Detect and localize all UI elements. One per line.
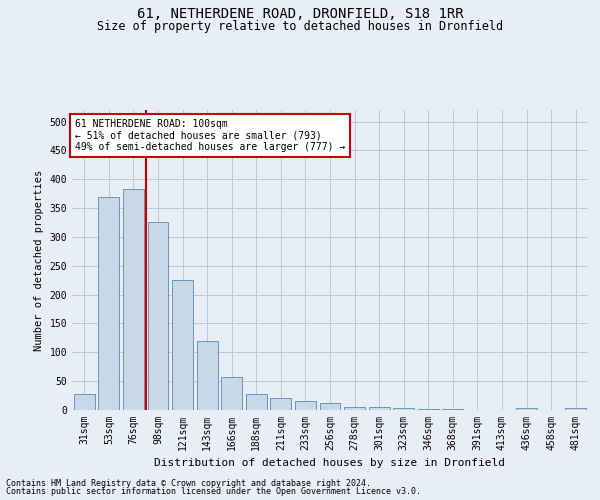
Y-axis label: Number of detached properties: Number of detached properties	[34, 170, 44, 350]
Text: Contains public sector information licensed under the Open Government Licence v3: Contains public sector information licen…	[6, 487, 421, 496]
Bar	[344, 406, 365, 410]
X-axis label: Distribution of detached houses by size in Dronfield: Distribution of detached houses by size …	[155, 458, 505, 468]
Text: 61, NETHERDENE ROAD, DRONFIELD, S18 1RR: 61, NETHERDENE ROAD, DRONFIELD, S18 1RR	[137, 8, 463, 22]
Text: Size of property relative to detached houses in Dronfield: Size of property relative to detached ho…	[97, 20, 503, 33]
Bar	[221, 377, 242, 410]
Bar	[98, 196, 119, 410]
Bar	[516, 408, 537, 410]
Bar	[320, 402, 340, 410]
Bar	[246, 394, 267, 410]
Bar	[197, 341, 218, 410]
Bar	[295, 402, 316, 410]
Bar	[393, 408, 414, 410]
Text: 61 NETHERDENE ROAD: 100sqm
← 51% of detached houses are smaller (793)
49% of sem: 61 NETHERDENE ROAD: 100sqm ← 51% of deta…	[74, 119, 345, 152]
Bar	[74, 394, 95, 410]
Bar	[172, 280, 193, 410]
Bar	[368, 407, 389, 410]
Text: Contains HM Land Registry data © Crown copyright and database right 2024.: Contains HM Land Registry data © Crown c…	[6, 478, 371, 488]
Bar	[148, 222, 169, 410]
Bar	[271, 398, 292, 410]
Bar	[565, 408, 586, 410]
Bar	[123, 189, 144, 410]
